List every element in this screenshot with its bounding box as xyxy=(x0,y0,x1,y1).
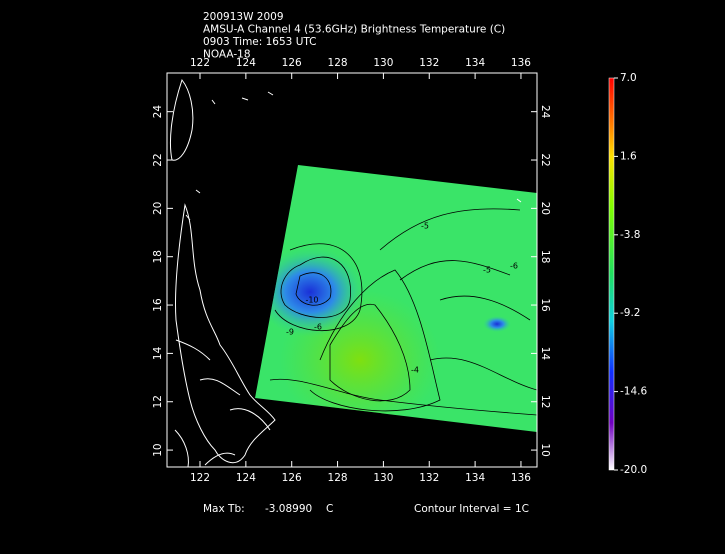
contour-label: -5 xyxy=(483,266,491,275)
colorbar-tick-label: -20.0 xyxy=(620,464,647,476)
title-line: 200913W 2009 xyxy=(203,11,284,23)
x-tick-label-bottom: 132 xyxy=(419,472,439,484)
colorbar-tick-label: -9.2 xyxy=(620,307,641,319)
colorbar-tick-label: -14.6 xyxy=(620,386,647,398)
x-tick-label-top: 124 xyxy=(236,57,256,69)
x-tick-label-bottom: 124 xyxy=(236,472,256,484)
max-value: -3.08990 xyxy=(265,503,312,515)
colorbar-tick-label: -3.8 xyxy=(620,229,641,241)
data-swath xyxy=(255,165,537,432)
x-tick-label-top: 136 xyxy=(511,57,531,69)
y-tick-label-right: 16 xyxy=(539,298,551,312)
y-tick-label-left: 22 xyxy=(152,153,164,166)
y-tick-label-left: 16 xyxy=(152,298,164,312)
x-tick-label-bottom: 126 xyxy=(282,472,302,484)
y-tick-label-left: 14 xyxy=(152,346,164,360)
y-tick-label-right: 12 xyxy=(539,395,551,408)
y-tick-label-right: 24 xyxy=(539,105,551,119)
x-tick-label-top: 130 xyxy=(373,57,393,69)
y-tick-label-left: 24 xyxy=(152,105,164,119)
x-tick-label-top: 122 xyxy=(190,57,210,69)
title-line: AMSU-A Channel 4 (53.6GHz) Brightness Te… xyxy=(203,24,505,36)
y-tick-label-left: 20 xyxy=(152,202,164,215)
contour-label: -4 xyxy=(411,366,419,375)
coastlines xyxy=(170,78,522,468)
y-tick-label-right: 20 xyxy=(539,202,551,215)
title-line: NOAA-18 xyxy=(203,49,251,61)
y-tick-label-right: 18 xyxy=(539,250,551,263)
contours xyxy=(269,208,537,416)
axes: 122 122 124 124 126 126 128 128 130 130 132 132 134 1… xyxy=(152,57,551,484)
plot-frame xyxy=(166,72,538,468)
contour-label: -5 xyxy=(421,222,429,231)
contour-labels: -5 -10 -9 -6 -5 -6 -4 xyxy=(286,222,518,375)
y-tick-label-right: 10 xyxy=(539,443,551,456)
x-tick-label-bottom: 134 xyxy=(465,472,485,484)
x-tick-label-bottom: 128 xyxy=(328,472,348,484)
contour-label: -6 xyxy=(510,262,518,271)
y-tick-label-left: 12 xyxy=(152,395,164,408)
y-tick-label-right: 14 xyxy=(539,347,551,361)
y-tick-label-left: 18 xyxy=(152,250,164,263)
x-tick-label-bottom: 136 xyxy=(511,472,531,484)
colorbar-ticks: 7.0 1.6 -3.8 -9.2 -14.6 -20.0 xyxy=(614,72,647,476)
colorbar-tick-label: 1.6 xyxy=(620,150,637,162)
cold-area xyxy=(483,316,511,332)
x-tick-label-top: 134 xyxy=(465,57,485,69)
x-tick-label-top: 132 xyxy=(419,57,439,69)
contour-label: -9 xyxy=(286,328,294,337)
x-tick-label-bottom: 130 xyxy=(373,472,393,484)
title-line: 0903 Time: 1653 UTC xyxy=(203,36,317,48)
max-label: Max Tb: xyxy=(203,503,245,515)
max-unit: C xyxy=(326,503,333,515)
x-tick-label-top: 128 xyxy=(328,57,348,69)
colorbar-tick-label: 7.0 xyxy=(620,72,637,84)
colorbar xyxy=(608,77,615,471)
y-tick-label-right: 22 xyxy=(539,153,551,166)
x-tick-label-top: 126 xyxy=(282,57,302,69)
y-tick-label-left: 10 xyxy=(152,443,164,456)
contour-interval: Contour Interval = 1C xyxy=(414,503,529,515)
x-tick-label-bottom: 122 xyxy=(190,472,210,484)
contour-label: -10 xyxy=(305,296,318,305)
contour-label: -6 xyxy=(314,323,322,332)
cold-area xyxy=(255,247,365,337)
